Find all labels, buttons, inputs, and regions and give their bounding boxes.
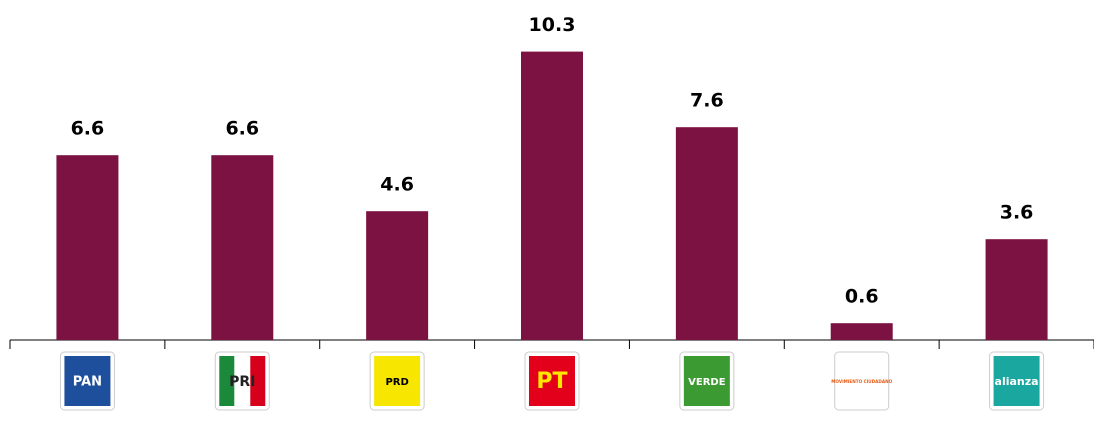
value-label: 0.6 — [845, 286, 879, 308]
category-label: MOVIMIENTO CIUDADANO — [831, 379, 892, 384]
party-logo: alianza — [989, 351, 1045, 411]
bar — [985, 239, 1048, 340]
category-label: VERDE — [688, 377, 726, 388]
bar — [675, 127, 738, 340]
category-label: PT — [536, 369, 567, 394]
value-label: 4.6 — [380, 174, 414, 196]
category-label: PAN — [73, 375, 102, 390]
party-logo: MOVIMIENTO CIUDADANO — [831, 351, 893, 411]
party-logo: PRI — [214, 351, 270, 411]
category-label: PRI — [229, 374, 255, 390]
value-label: 7.6 — [690, 90, 724, 112]
category-label: alianza — [995, 375, 1039, 388]
logo-background — [374, 356, 421, 406]
party-logo: PRD — [369, 351, 425, 411]
logo-background — [838, 356, 885, 406]
party-logo: VERDE — [679, 351, 735, 411]
logo-red — [250, 356, 266, 406]
bar — [56, 155, 119, 340]
bar — [521, 51, 583, 340]
value-label: 3.6 — [1000, 202, 1034, 224]
bar — [211, 155, 274, 340]
bar — [830, 323, 893, 340]
party-logo: PAN — [59, 351, 115, 411]
category-label: PRD — [385, 377, 408, 388]
value-label: 6.6 — [71, 118, 105, 140]
logo-background — [683, 356, 730, 406]
value-label: 6.6 — [225, 118, 259, 140]
logo-green — [219, 356, 235, 406]
value-label: 10.3 — [529, 14, 576, 36]
party-logo: PT — [524, 351, 580, 411]
bar — [366, 211, 429, 340]
logo-background — [529, 356, 575, 406]
logo-background — [993, 356, 1040, 406]
logo-background — [64, 356, 111, 406]
